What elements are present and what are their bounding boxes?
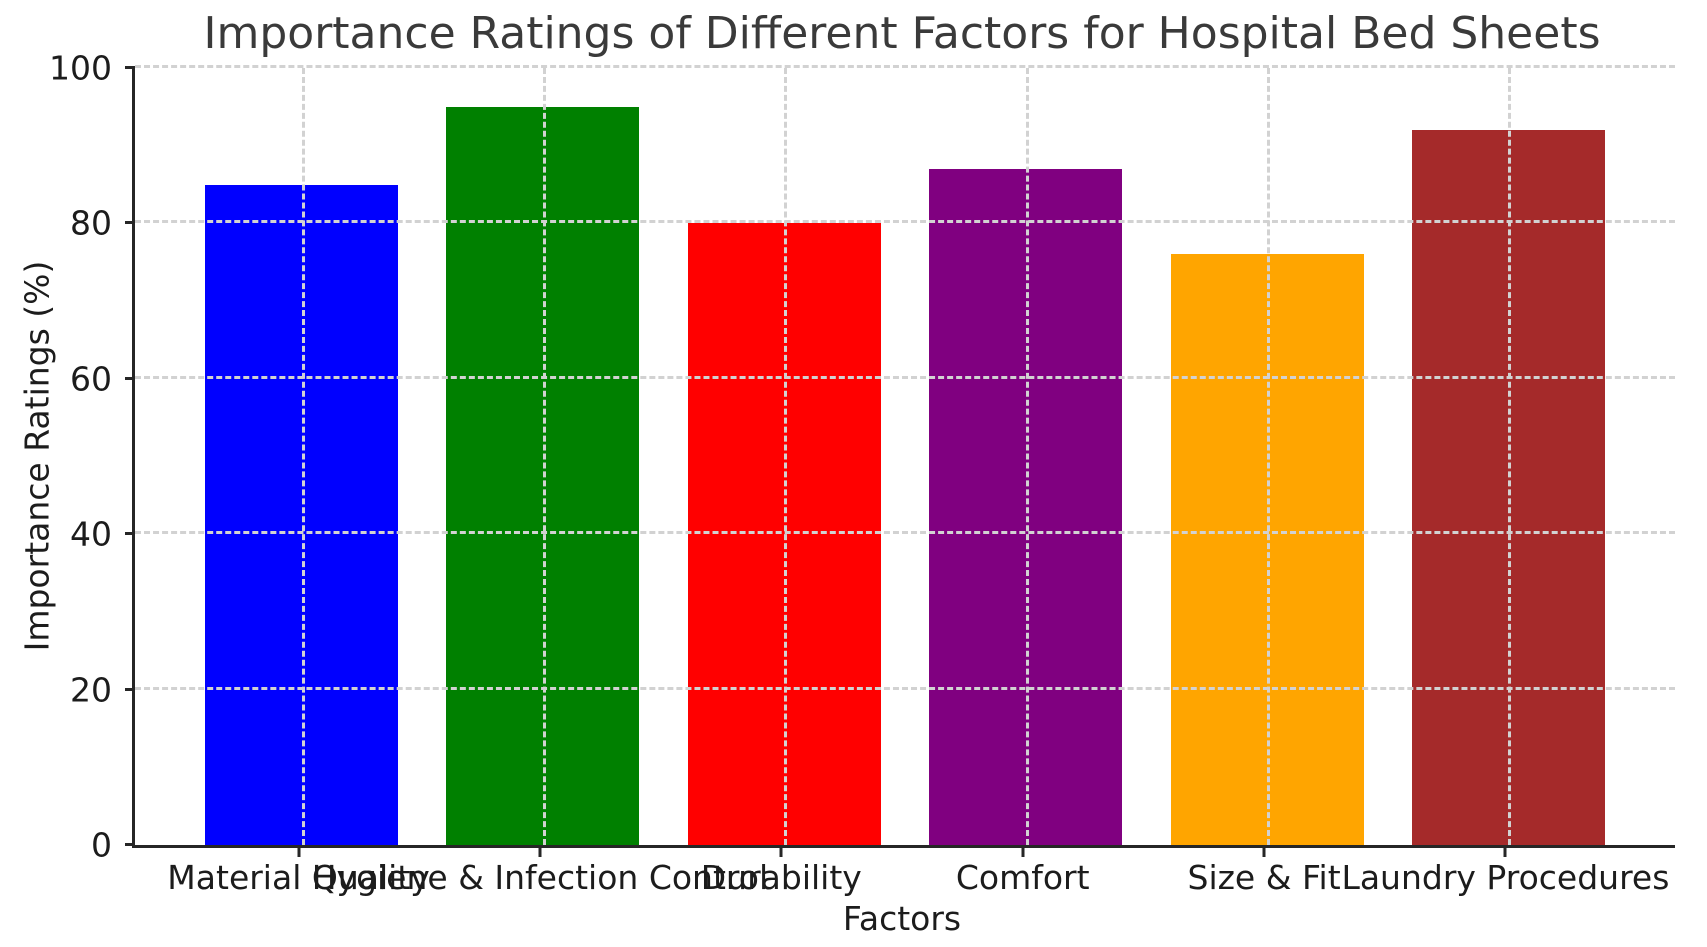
y-tick-0 xyxy=(125,843,135,846)
x-tick-2 xyxy=(538,848,542,857)
y-tick-label-100: 100 xyxy=(49,48,112,88)
h-gridline-100 xyxy=(135,65,1675,68)
y-tick-label-40: 40 xyxy=(70,514,112,554)
chart-title: Importance Ratings of Different Factors … xyxy=(203,8,1601,59)
x-tick-1 xyxy=(297,848,301,857)
v-gridline-1 xyxy=(301,68,305,845)
y-tick-20 xyxy=(125,687,135,691)
x-tick-3 xyxy=(779,848,783,857)
bar-comfort xyxy=(929,169,1123,845)
y-tick-label-0: 0 xyxy=(91,825,112,865)
x-tick-label-3: Durability xyxy=(700,858,862,897)
v-gridline-4 xyxy=(1025,68,1029,845)
x-tick-label-4: Comfort xyxy=(955,858,1090,897)
v-gridline-5 xyxy=(1267,68,1271,845)
x-tick-6 xyxy=(1503,848,1507,857)
y-tick-label-20: 20 xyxy=(70,670,112,710)
y-tick-label-60: 60 xyxy=(70,359,112,399)
y-tick-60 xyxy=(125,376,135,380)
x-tick-label-2: Hygiene & Infection Control xyxy=(311,858,769,897)
h-gridline-80 xyxy=(135,220,1675,224)
y-axis-label: Importance Ratings (%) xyxy=(17,260,57,652)
x-tick-5 xyxy=(1262,848,1266,857)
h-gridline-20 xyxy=(135,686,1675,690)
y-tick-80 xyxy=(125,221,135,225)
plot-area xyxy=(125,65,1675,848)
v-gridline-6 xyxy=(1508,68,1512,845)
x-tick-label-5: Size & Fit xyxy=(1187,858,1341,897)
x-axis-label: Factors xyxy=(842,899,962,938)
y-tick-label-80: 80 xyxy=(70,203,112,243)
y-tick-100 xyxy=(125,66,135,69)
v-gridline-3 xyxy=(784,68,788,845)
v-gridline-2 xyxy=(542,68,546,845)
x-tick-4 xyxy=(1021,848,1025,857)
x-tick-label-1: Material Quality xyxy=(167,858,430,897)
h-gridline-60 xyxy=(135,375,1675,379)
x-tick-label-6: Laundry Procedures xyxy=(1341,858,1670,897)
h-gridline-40 xyxy=(135,531,1675,535)
y-tick-40 xyxy=(125,532,135,536)
